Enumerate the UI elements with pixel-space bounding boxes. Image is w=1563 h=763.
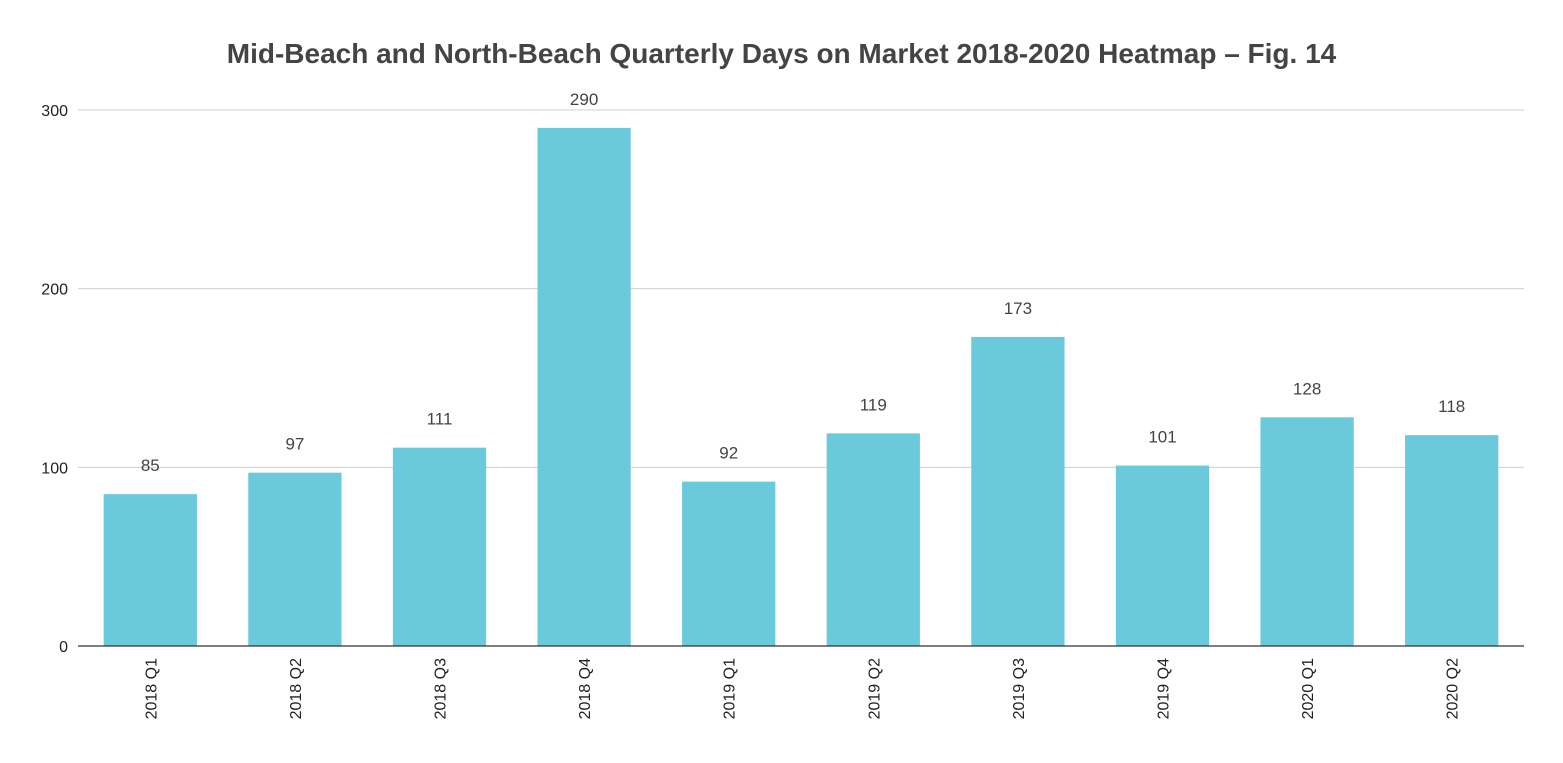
bar [392,447,487,646]
data-label: 97 [285,435,304,454]
data-label: 290 [570,90,598,109]
y-tick-label: 0 [59,639,68,656]
chart-title: Mid-Beach and North-Beach Quarterly Days… [226,38,1337,69]
data-label: 111 [427,410,453,429]
bar [1405,435,1499,646]
bar [682,481,776,646]
x-category-label: 2018 Q1 [143,658,160,719]
y-tick-label: 300 [41,103,68,120]
y-tick-label: 200 [41,282,68,299]
bar [971,336,1065,646]
data-label: 118 [1438,397,1465,416]
data-label: 85 [141,456,160,475]
x-category-label: 2020 Q1 [1300,658,1317,719]
x-category-label: 2019 Q1 [722,658,739,719]
data-labels: 85 97 111 290 92 119 173 101 128 118 [141,90,1465,475]
y-tick-label: 100 [41,460,68,477]
bars [103,127,1499,646]
bar [103,494,197,646]
data-label: 101 [1148,428,1176,447]
data-label: 92 [719,444,738,463]
bar [826,433,920,646]
x-axis-categories: 2018 Q1 2018 Q2 2018 Q3 2018 Q4 2019 Q1 2019 … [143,658,1461,719]
data-label: 119 [860,395,887,414]
data-label: 173 [1004,299,1032,318]
data-label: 128 [1293,379,1321,398]
x-category-label: 2018 Q2 [288,658,305,719]
x-category-label: 2019 Q4 [1156,658,1173,719]
x-category-label: 2020 Q2 [1445,658,1462,719]
x-category-label: 2019 Q2 [866,658,883,719]
bar [248,472,342,646]
x-category-label: 2019 Q3 [1011,658,1028,719]
gridlines [78,109,1524,468]
bar [1115,465,1210,646]
y-axis-ticks: 0 100 200 300 [41,103,68,656]
x-category-label: 2018 Q3 [433,658,450,719]
bar [1260,417,1354,646]
x-category-label: 2018 Q4 [577,658,594,719]
bar [537,127,631,646]
